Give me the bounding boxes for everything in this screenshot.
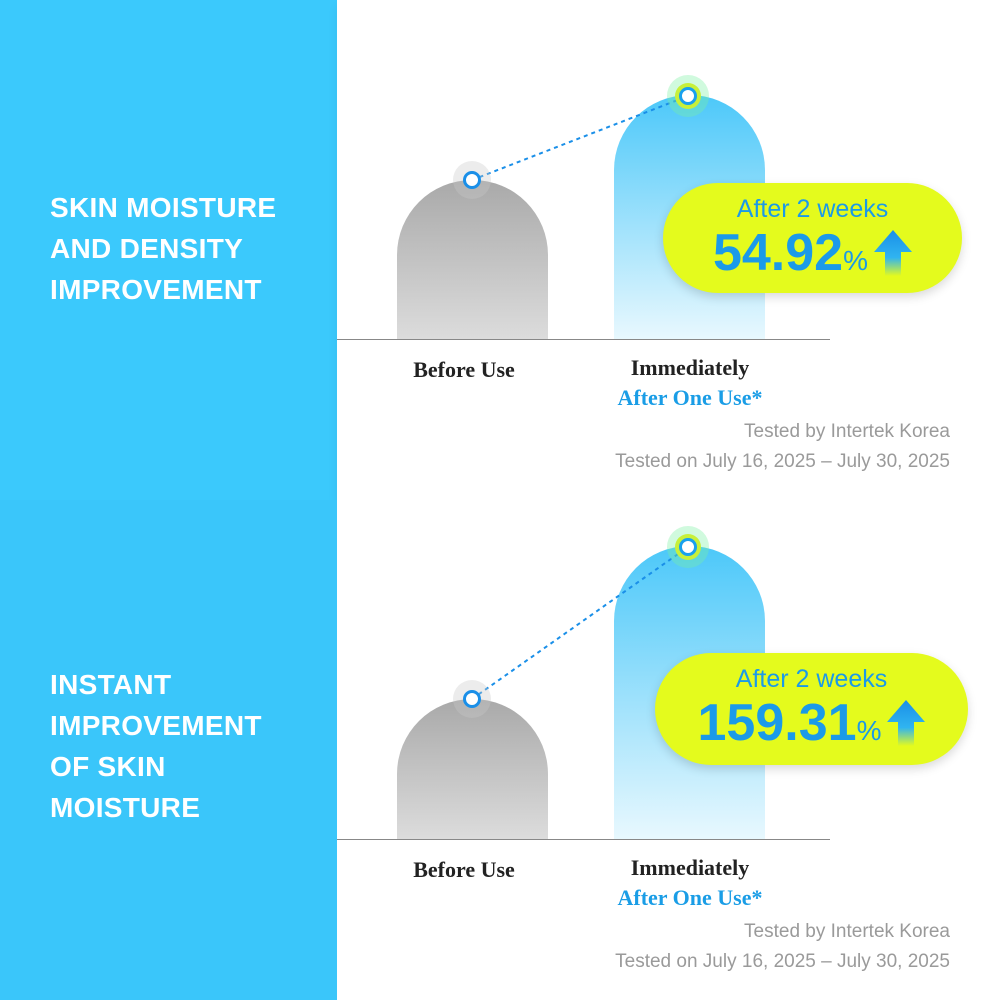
title-line: INSTANT xyxy=(50,669,172,700)
title-sidebar: INSTANT IMPROVEMENT OF SKIN MOISTURE xyxy=(0,500,337,1000)
point-before-use xyxy=(463,690,481,708)
title-line: OF SKIN xyxy=(50,751,166,782)
point-after-one-use xyxy=(679,87,697,105)
badge-value: 159.31 xyxy=(697,694,857,752)
category-label: Immediately xyxy=(630,355,750,380)
arrow-up-icon xyxy=(874,230,913,276)
chart-panel: INSTANT IMPROVEMENT OF SKIN MOISTURE After … xyxy=(0,500,1000,1000)
badge-unit: % xyxy=(843,245,869,276)
title-line: IMPROVEMENT xyxy=(50,710,262,741)
point-before-use xyxy=(463,171,481,189)
badge-value-row: 54.92% xyxy=(663,224,962,290)
category-label-highlight: After One Use* xyxy=(617,385,763,410)
test-date-note: Tested on July 16, 2025 – July 30, 2025 xyxy=(615,951,950,972)
badge-value-row: 159.31% xyxy=(655,694,968,760)
test-note: Tested by Intertek Korea xyxy=(744,421,950,442)
baseline xyxy=(337,339,830,340)
title-line: AND DENSITY xyxy=(50,233,244,264)
badge-value: 54.92 xyxy=(712,224,844,282)
result-badge: After 2 weeks 54.92% xyxy=(663,183,962,293)
test-date-note: Tested on July 16, 2025 – July 30, 2025 xyxy=(615,451,950,472)
badge-label: After 2 weeks xyxy=(735,665,888,693)
bar-before-use xyxy=(397,699,548,839)
category-label: Before Use xyxy=(413,357,515,382)
baseline xyxy=(337,839,830,840)
panel-title: SKIN MOISTURE AND DENSITY IMPROVEMENT xyxy=(50,187,276,310)
badge-label: After 2 weeks xyxy=(736,195,889,223)
panel-title: INSTANT IMPROVEMENT OF SKIN MOISTURE xyxy=(50,664,262,828)
result-badge: After 2 weeks 159.31% xyxy=(655,653,968,765)
category-label: Before Use xyxy=(413,857,515,882)
title-sidebar: SKIN MOISTURE AND DENSITY IMPROVEMENT xyxy=(0,0,337,500)
test-note: Tested by Intertek Korea xyxy=(744,921,950,942)
chart-panel: SKIN MOISTURE AND DENSITY IMPROVEMENT Afte… xyxy=(0,0,1000,500)
category-label: Immediately xyxy=(630,855,750,880)
badge-unit: % xyxy=(856,715,882,746)
chart-area: After 2 weeks 159.31% Before Use Immedia… xyxy=(337,500,1000,1000)
title-line: IMPROVEMENT xyxy=(50,274,262,305)
title-line: MOISTURE xyxy=(50,792,201,823)
point-after-one-use xyxy=(679,538,697,556)
category-label-highlight: After One Use* xyxy=(617,885,763,910)
title-line: SKIN MOISTURE xyxy=(50,192,277,223)
bar-before-use xyxy=(397,180,548,339)
arrow-up-icon xyxy=(887,700,926,746)
trend-line xyxy=(471,95,689,181)
chart-area: After 2 weeks 54.92% Before Use Immediat… xyxy=(337,0,1000,500)
